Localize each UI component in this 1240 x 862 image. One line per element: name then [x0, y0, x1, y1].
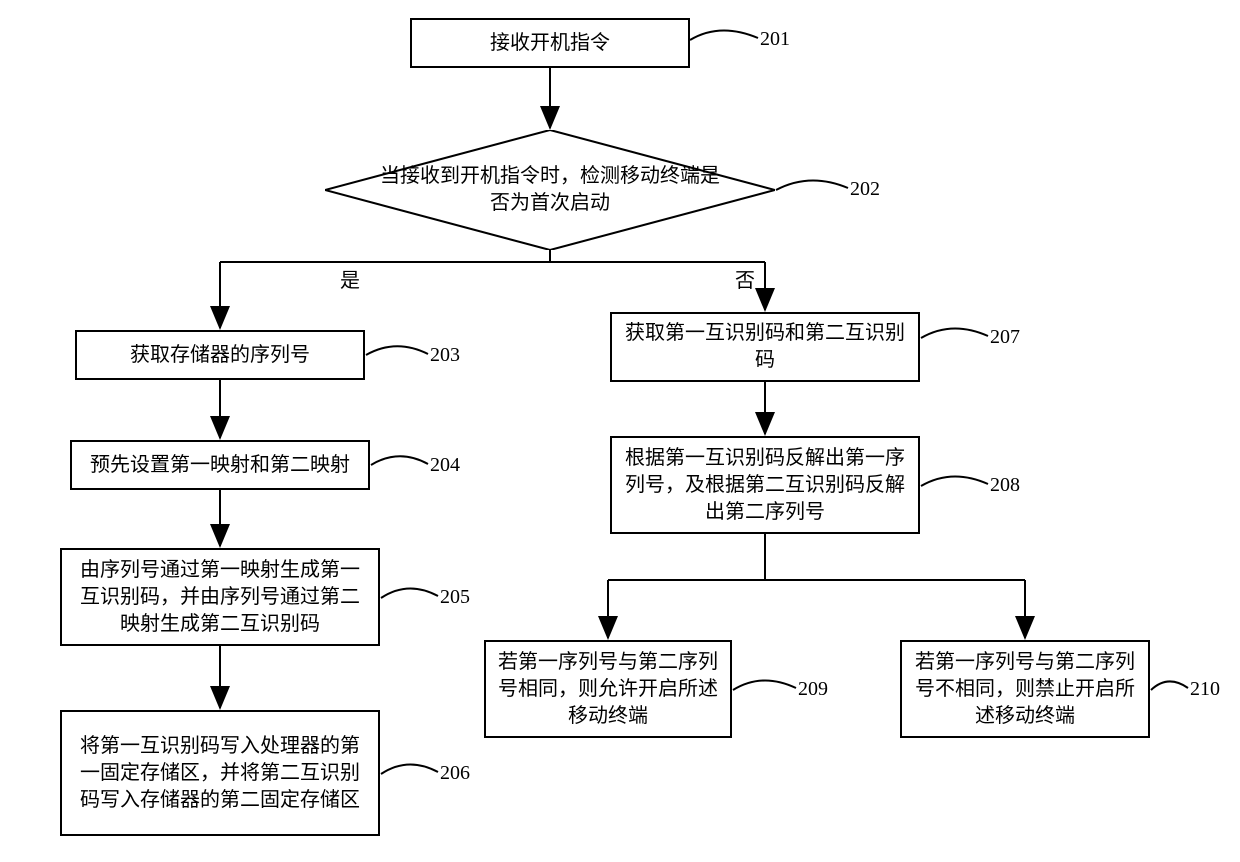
node-206-text: 将第一互识别码写入处理器的第一固定存储区，并将第二互识别码写入存储器的第二固定存… [72, 733, 368, 814]
node-209: 若第一序列号与第二序列号相同，则允许开启所述移动终端 [484, 640, 732, 738]
node-201: 接收开机指令 [410, 18, 690, 68]
node-206: 将第一互识别码写入处理器的第一固定存储区，并将第二互识别码写入存储器的第二固定存… [60, 710, 380, 836]
node-204: 预先设置第一映射和第二映射 [70, 440, 370, 490]
node-201-text: 接收开机指令 [490, 30, 610, 57]
node-208: 根据第一互识别码反解出第一序列号，及根据第二互识别码反解出第二序列号 [610, 436, 920, 534]
node-207: 获取第一互识别码和第二互识别码 [610, 312, 920, 382]
node-204-text: 预先设置第一映射和第二映射 [90, 452, 350, 479]
node-207-text: 获取第一互识别码和第二互识别码 [622, 320, 908, 374]
branch-yes-label: 是 [340, 264, 360, 293]
node-208-text: 根据第一互识别码反解出第一序列号，及根据第二互识别码反解出第二序列号 [622, 445, 908, 526]
node-203-text: 获取存储器的序列号 [130, 342, 310, 369]
branch-no-label: 否 [735, 264, 755, 293]
node-203: 获取存储器的序列号 [75, 330, 365, 380]
node-210: 若第一序列号与第二序列号不相同，则禁止开启所述移动终端 [900, 640, 1150, 738]
step-label-208: 208 [990, 474, 1020, 497]
node-205-text: 由序列号通过第一映射生成第一互识别码，并由序列号通过第二映射生成第二互识别码 [72, 557, 368, 638]
node-209-text: 若第一序列号与第二序列号相同，则允许开启所述移动终端 [496, 649, 720, 730]
node-202-text: 当接收到开机指令时，检测移动终端是否为首次启动 [375, 163, 725, 217]
step-label-205: 205 [440, 586, 470, 609]
step-label-201: 201 [760, 28, 790, 51]
step-label-209: 209 [798, 678, 828, 701]
step-label-203: 203 [430, 344, 460, 367]
step-label-204: 204 [430, 454, 460, 477]
node-205: 由序列号通过第一映射生成第一互识别码，并由序列号通过第二映射生成第二互识别码 [60, 548, 380, 646]
step-label-202: 202 [850, 178, 880, 201]
node-210-text: 若第一序列号与第二序列号不相同，则禁止开启所述移动终端 [912, 649, 1138, 730]
step-label-206: 206 [440, 762, 470, 785]
node-202: 当接收到开机指令时，检测移动终端是否为首次启动 [325, 130, 775, 250]
step-label-210: 210 [1190, 678, 1220, 701]
step-label-207: 207 [990, 326, 1020, 349]
